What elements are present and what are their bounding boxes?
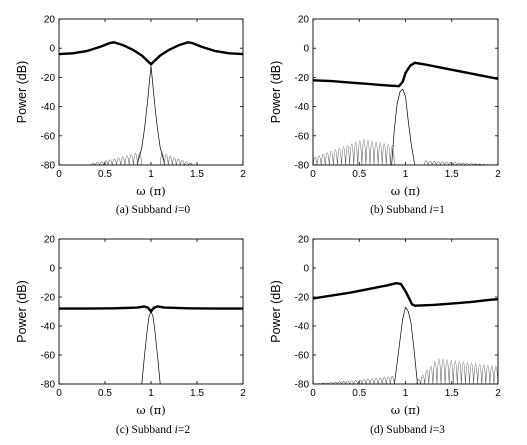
- axes-frame: [312, 18, 499, 166]
- axes-frame: [312, 238, 499, 385]
- x-tick-label: 0: [56, 388, 62, 399]
- x-tick-label: 2: [495, 169, 501, 180]
- x-tick-label: 0.5: [352, 388, 366, 399]
- x-tick-label: 1: [148, 388, 154, 399]
- x-tick-label: 1: [148, 169, 154, 180]
- plot-area: [59, 41, 243, 165]
- plot-area: [59, 305, 243, 384]
- y-tick-label: 20: [298, 235, 310, 246]
- y-tick-label: -40: [41, 322, 56, 333]
- plot-area: [313, 282, 498, 384]
- y-tick-label: -20: [295, 293, 310, 304]
- y-tick-label: 0: [303, 44, 309, 55]
- plot-area: [313, 61, 498, 165]
- y-tick-label: -20: [295, 73, 310, 84]
- y-axis-label: Power (dB): [269, 61, 283, 124]
- subplot-0: 0 0.5 1 1.5 2 20 0 -20 -40 -60 -80 ω (π) Power (dB) (…: [15, 15, 246, 217]
- subplot-caption: (c) Subband i=2: [116, 424, 190, 436]
- x-tick-label: 0: [56, 169, 62, 180]
- y-axis-label: Power (dB): [15, 280, 29, 343]
- y-tick-label: 20: [44, 15, 56, 26]
- power-spectrum-line: [59, 305, 243, 313]
- y-tick-label: -40: [41, 102, 56, 113]
- y-tick-label: -80: [295, 161, 310, 172]
- x-axis-label: ω (π): [391, 184, 421, 198]
- y-tick-label: -80: [295, 380, 310, 391]
- sidelobe-ripple-series-3: [416, 358, 498, 384]
- sidelobe-ripple-series-2: [90, 151, 143, 165]
- mainlobe-line: [391, 88, 416, 165]
- subplot-2: 0 0.5 1 1.5 2 20 0 -20 -40 -60 -80 ω (π) Power (dB) (…: [15, 235, 246, 437]
- x-tick-label: 1: [403, 388, 409, 399]
- x-tick-label: 1.5: [445, 169, 459, 180]
- y-tick-label: -40: [295, 322, 310, 333]
- y-tick-label: 0: [49, 264, 55, 275]
- x-axis-label: ω (π): [136, 184, 166, 198]
- x-tick-label: 1: [403, 169, 409, 180]
- x-tick-label: 1.5: [190, 169, 204, 180]
- y-tick-label: 20: [298, 15, 310, 26]
- y-axis-label: Power (dB): [269, 280, 283, 343]
- y-tick-label: 0: [303, 264, 309, 275]
- mainlobe-line: [136, 65, 166, 165]
- y-tick-label: -20: [41, 73, 56, 84]
- x-tick-label: 0: [310, 169, 316, 180]
- sidelobe-ripple-series-2: [313, 139, 395, 165]
- sidelobe-ripple-series-2: [313, 376, 395, 384]
- y-tick-label: -80: [41, 380, 56, 391]
- y-tick-label: -80: [41, 161, 56, 172]
- x-tick-label: 2: [240, 169, 246, 180]
- sidelobe-ripple-series-3: [159, 152, 193, 165]
- power-spectrum-line: [59, 41, 243, 66]
- x-tick-label: 2: [495, 388, 501, 399]
- y-tick-label: -40: [295, 102, 310, 113]
- subplot-caption: (b) Subband i=1: [370, 204, 445, 216]
- subplot-1: 0 0.5 1 1.5 2 20 0 -20 -40 -60 -80 ω (π) Power (dB) (…: [269, 15, 501, 217]
- x-tick-label: 0.5: [352, 169, 366, 180]
- sidelobe-ripple-series-3: [423, 160, 498, 165]
- x-tick-label: 0.5: [98, 388, 112, 399]
- y-tick-label: -60: [295, 131, 310, 142]
- power-spectrum-line: [313, 61, 498, 88]
- y-axis-label: Power (dB): [15, 61, 29, 124]
- mainlobe-line: [141, 311, 161, 384]
- subplot-caption: (d) Subband i=3: [370, 424, 445, 436]
- y-tick-label: -20: [41, 293, 56, 304]
- x-tick-label: 0.5: [98, 169, 112, 180]
- x-tick-label: 1.5: [445, 388, 459, 399]
- y-tick-label: 20: [44, 235, 56, 246]
- y-tick-label: -60: [295, 351, 310, 362]
- power-spectrum-line: [313, 282, 498, 307]
- mainlobe-line: [394, 306, 418, 384]
- x-axis-label: ω (π): [391, 403, 421, 417]
- subplot-caption: (a) Subband i=0: [116, 204, 190, 216]
- x-tick-label: 0: [310, 388, 316, 399]
- y-tick-label: 0: [49, 44, 55, 55]
- y-tick-label: -60: [41, 131, 56, 142]
- y-tick-label: -60: [41, 351, 56, 362]
- axes-frame: [58, 18, 244, 166]
- subplot-3: 0 0.5 1 1.5 2 20 0 -20 -40 -60 -80 ω (π) Power (dB) (…: [269, 235, 501, 437]
- x-axis-label: ω (π): [136, 403, 166, 417]
- x-tick-label: 1.5: [190, 388, 204, 399]
- x-tick-label: 2: [240, 388, 246, 399]
